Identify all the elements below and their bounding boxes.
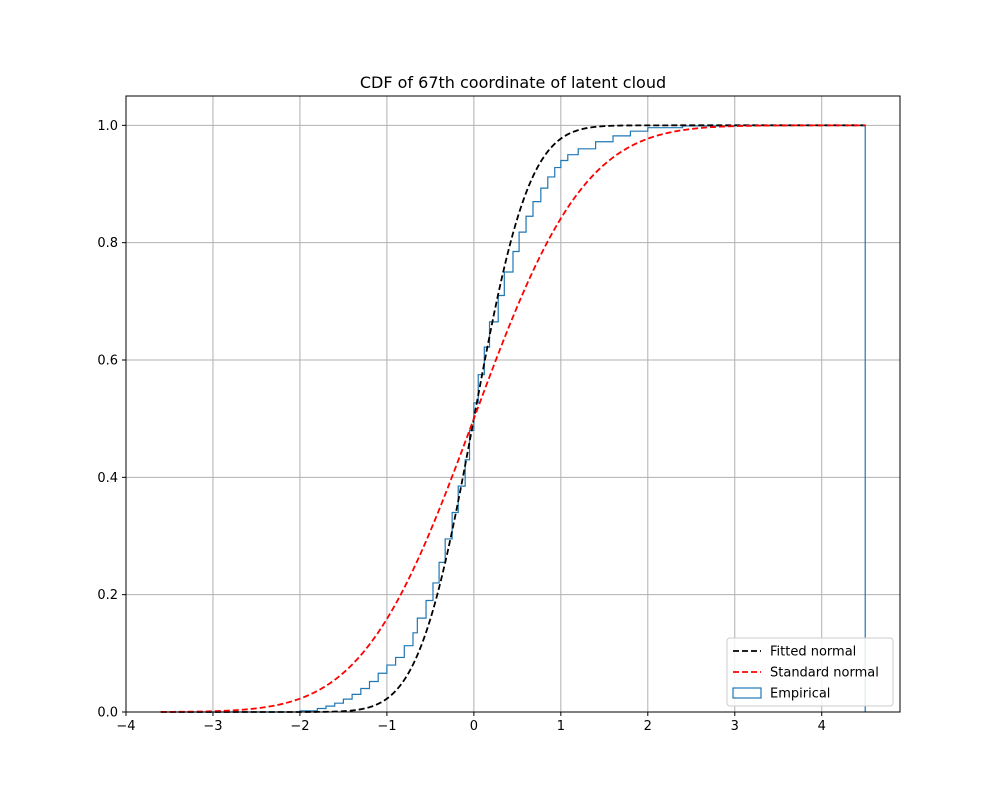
- x-tick-label: −4: [116, 719, 135, 734]
- plot-frame: [125, 95, 901, 713]
- y-tick-label: 0.0: [97, 706, 118, 721]
- legend-label: Standard normal: [770, 666, 879, 681]
- y-tick-label: 1.0: [97, 119, 118, 134]
- y-tick-label: 0.6: [97, 354, 118, 369]
- legend-swatch-empirical: [732, 687, 762, 699]
- x-tick-label: 4: [818, 719, 826, 734]
- y-tick-label: 0.8: [97, 236, 118, 251]
- x-tick-label: 0: [470, 719, 478, 734]
- y-tick-label: 0.2: [97, 588, 118, 603]
- legend: Fitted normal Standard normal Empirical: [726, 637, 894, 707]
- x-tick-label: 3: [731, 719, 739, 734]
- y-tick-label: 0.4: [97, 471, 118, 486]
- legend-box: [726, 637, 894, 707]
- x-tick-label: 2: [644, 719, 652, 734]
- x-tick-label: −3: [203, 719, 222, 734]
- standard-normal-line: [160, 124, 866, 713]
- legend-label: Fitted normal: [770, 645, 856, 660]
- chart-title: CDF of 67th coordinate of latent cloud: [360, 73, 666, 92]
- tick-layer: −4 −3 −2 −1 0 1 2 3 4 0.0 0.2 0.4 0.6 0.8 1.0: [97, 119, 826, 734]
- x-tick-label: 1: [557, 719, 565, 734]
- legend-label: Empirical: [770, 687, 830, 702]
- x-tick-label: −2: [290, 719, 309, 734]
- x-tick-label: −1: [377, 719, 396, 734]
- empirical-step-line: [160, 124, 866, 713]
